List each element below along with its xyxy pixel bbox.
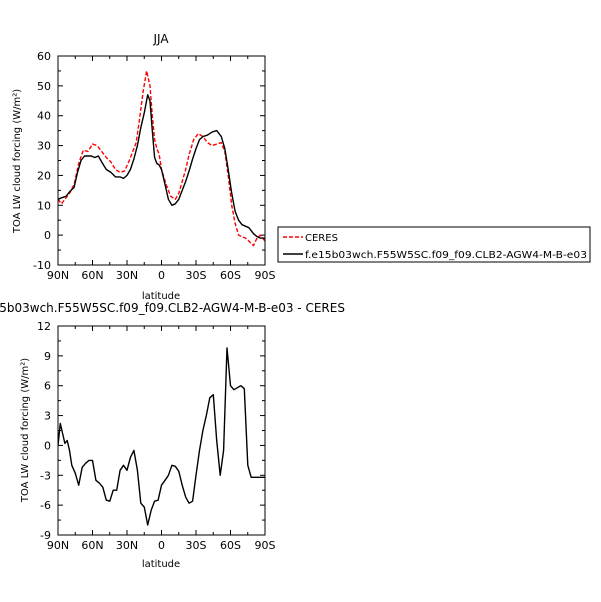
top-x-tick-label: 30N [116,269,138,282]
top-y-tick-label: 50 [37,80,51,93]
top-x-axis-label: latitude [142,291,180,302]
bottom-y-tick-label: 3 [44,410,51,423]
bottom-x-tick-label: 90N [47,539,69,552]
bottom-y-tick-label: 9 [44,350,51,363]
top-series-line-0 [58,70,265,247]
top-series-line-1 [58,94,265,239]
top-x-tick-label: 0 [158,269,165,282]
bottom-x-tick-label: 60N [81,539,103,552]
bottom-x-tick-label: 0 [158,539,165,552]
bottom-x-tick-label: 30S [186,539,207,552]
bottom-chart: f.e15b03wch.F55W5SC.f09_f09.CLB2-AGW4-M-… [0,301,345,570]
bottom-y-tick-label: -6 [40,499,51,512]
legend-label-ceres: CERES [305,233,338,244]
bottom-y-axis-label: TOA LW cloud forcing (W/m²) [20,358,31,503]
top-x-tick-label: 60S [220,269,241,282]
bottom-chart-title: f.e15b03wch.F55W5SC.f09_f09.CLB2-AGW4-M-… [0,301,345,315]
top-y-tick-label: 30 [37,140,51,153]
legend-box [277,226,591,263]
bottom-y-tick-label: -3 [40,469,51,482]
bottom-x-tick-label: 30N [116,539,138,552]
top-y-tick-label: 60 [37,50,51,63]
top-y-tick-label: -10 [33,259,51,272]
top-x-tick-label: 90S [255,269,276,282]
top-plot-area: -10 0 10 20 30 40 50 60 90N 60N 30N 0 30S 60S 90S [33,50,275,282]
bottom-x-tick-label: 60S [220,539,241,552]
top-x-tick-label: 90N [47,269,69,282]
top-y-tick-label: 40 [37,110,51,123]
bottom-x-axis-label: latitude [142,559,180,570]
bottom-y-tick-label: 0 [44,439,51,452]
top-x-tick-label: 60N [81,269,103,282]
legend-label-model: f.e15b03wch.F55W5SC.f09_f09.CLB2-AGW4-M-… [305,250,587,261]
bottom-y-tick-label: -9 [40,529,51,542]
top-x-tick-label: 30S [186,269,207,282]
legend: CERES f.e15b03wch.F55W5SC.f09_f09.CLB2-A… [277,226,591,263]
bottom-y-tick-label: 6 [44,380,51,393]
top-y-tick-label: 0 [44,229,51,242]
bottom-series-line-0 [58,347,265,526]
bottom-plot-area: -9 -6 -3 0 3 6 9 12 90N 60N 30N 0 30S 60S 90S [37,320,276,552]
bottom-y-tick-label: 12 [37,320,51,333]
top-y-tick-label: 10 [37,199,51,212]
bottom-frame [57,325,266,536]
top-y-axis-label: TOA LW cloud forcing (W/m²) [12,89,23,234]
top-y-tick-label: 20 [37,169,51,182]
top-chart-title: JJA [152,32,169,46]
top-frame [57,55,266,266]
bottom-x-tick-label: 90S [255,539,276,552]
